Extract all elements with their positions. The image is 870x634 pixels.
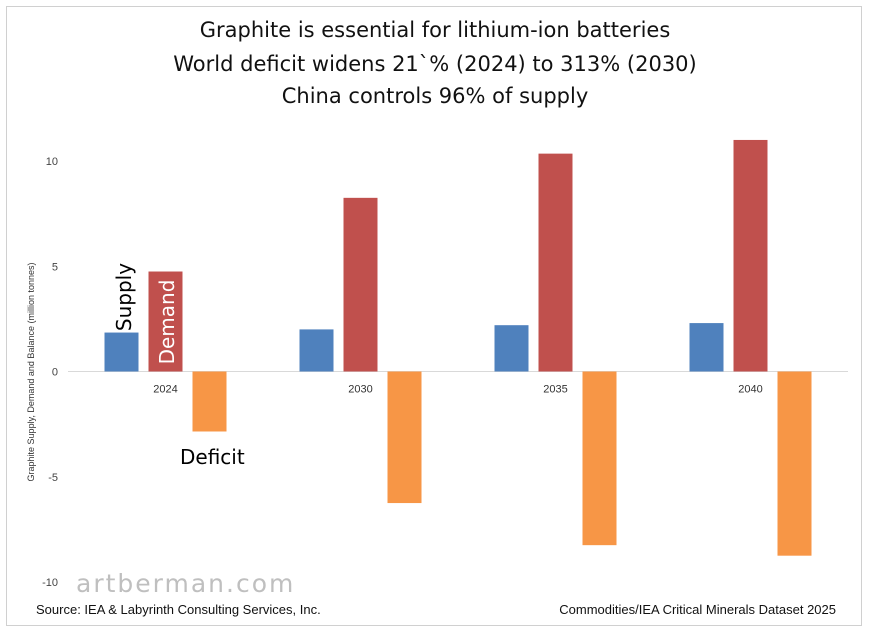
y-tick-label: 10 [46,156,58,168]
source-note: Source: IEA & Labyrinth Consulting Servi… [36,602,321,617]
category-label-2024: 2024 [153,384,177,396]
category-label-2040: 2040 [738,384,762,396]
supply-bar-2030 [299,329,334,372]
y-tick-label: 0 [52,367,58,379]
y-tick-label: -5 [48,472,58,484]
deficit-bar-2035 [582,371,617,546]
y-tick-label: -10 [42,577,58,589]
y-tick-label: 5 [52,261,58,273]
supply-bar-2040 [689,323,724,372]
deficit-bar-2030 [387,371,422,504]
dataset-note: Commodities/IEA Critical Minerals Datase… [559,602,836,617]
deficit-bar-2040 [777,371,812,556]
supply-callout: Supply [112,263,136,331]
category-label-2035: 2035 [543,384,567,396]
y-axis-label: Graphite Supply, Demand and Balance (mil… [26,263,36,482]
watermark: artberman.com [76,569,295,598]
demand-bar-2040 [733,139,768,372]
deficit-callout: Deficit [180,445,245,469]
demand-bar-2030 [343,197,378,372]
chart-title-line-1: Graphite is essential for lithium-ion ba… [199,18,671,42]
chart-title-line-2: World deficit widens 21`% (2024) to 313%… [173,52,697,76]
demand-bar-2035 [538,153,573,372]
supply-bar-2024 [104,332,139,372]
demand-callout: Demand [155,280,179,365]
chart-title-line-3: China controls 96% of supply [281,84,589,108]
deficit-bar-2024 [192,371,227,432]
demand-bar-2024 [148,271,183,372]
supply-bar-2035 [494,325,529,372]
category-label-2030: 2030 [348,384,372,396]
